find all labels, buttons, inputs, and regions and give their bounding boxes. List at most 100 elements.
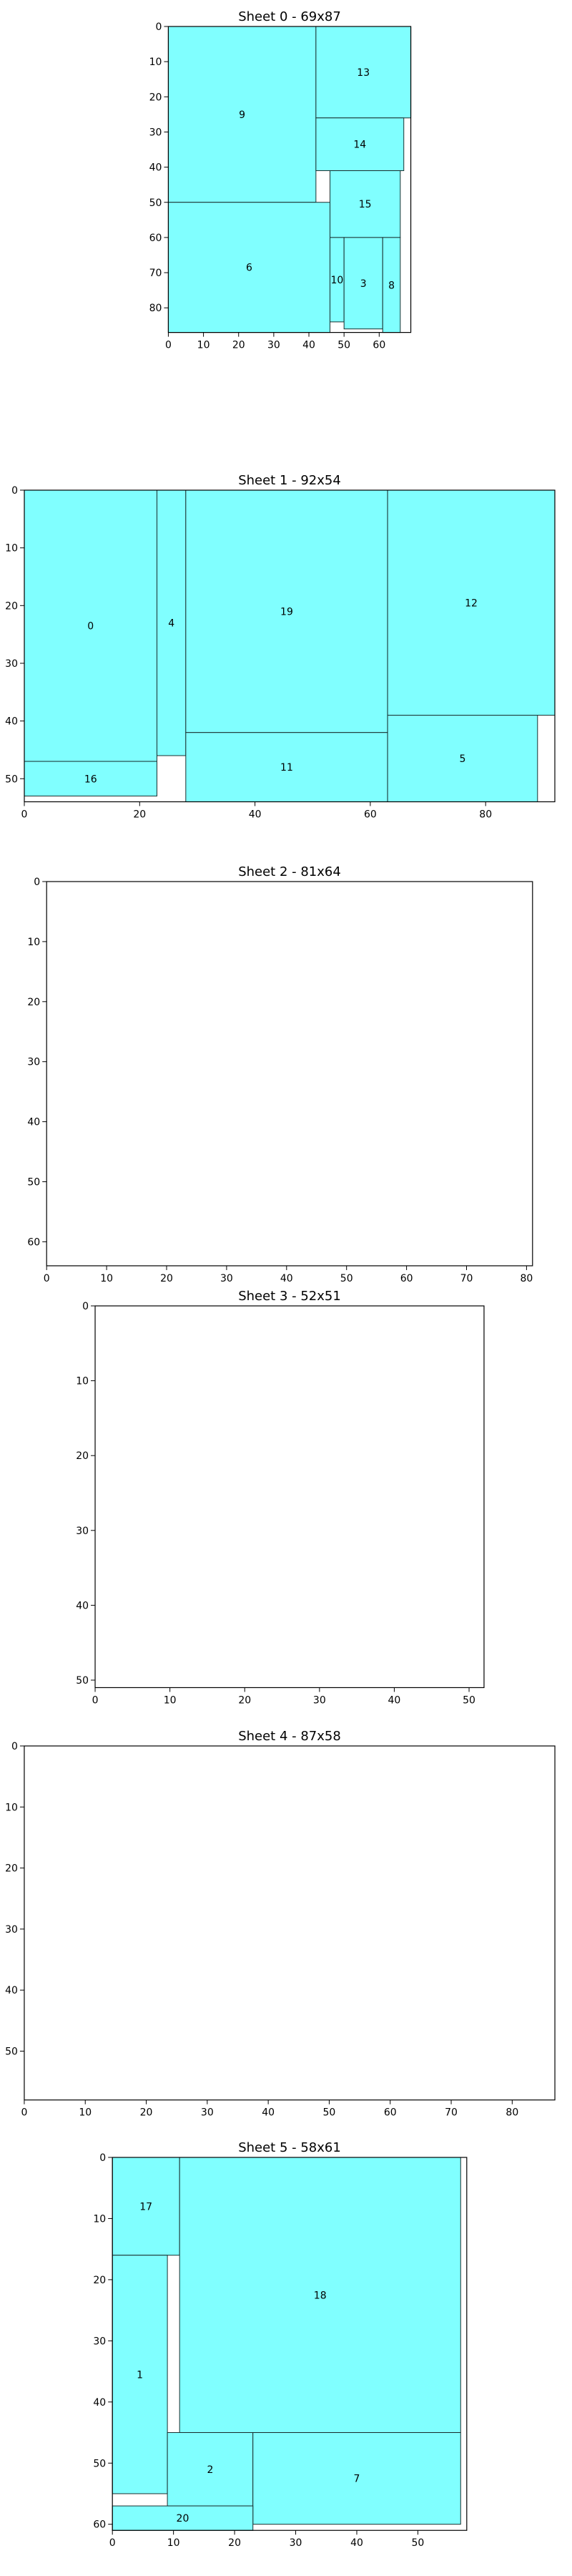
y-tick-label: 0 <box>11 1741 18 1752</box>
y-tick-label: 0 <box>11 485 18 497</box>
y-tick-label: 30 <box>27 1057 40 1068</box>
piece-label: 7 <box>354 2474 360 2485</box>
x-tick-label: 0 <box>21 2107 27 2119</box>
piece-4 <box>157 489 187 756</box>
piece-14 <box>315 117 405 172</box>
piece-19 <box>185 489 388 733</box>
x-tick-label: 50 <box>463 1694 475 1706</box>
sheet-frame <box>24 489 556 803</box>
sheet-2: Sheet 2 - 81x64 0 10 20 30 40 50 60 70 80 0 10 20 30 4… <box>27 864 533 1284</box>
x-tick-label: 50 <box>323 2107 336 2119</box>
piece-label: 9 <box>239 109 245 121</box>
y-tick-label: 50 <box>76 1675 89 1687</box>
sheet-title: Sheet 3 - 52x51 <box>238 1289 341 1304</box>
y-tick-label: 50 <box>93 2458 106 2469</box>
x-tick-label: 40 <box>280 1273 293 1284</box>
piece-label: 2 <box>207 2464 213 2476</box>
y-tick-label: 40 <box>76 1600 89 1611</box>
piece-label: 4 <box>168 618 174 629</box>
y-tick-label: 20 <box>5 1863 18 1875</box>
sheet-title: Sheet 0 - 69x87 <box>238 9 341 24</box>
x-tick-label: 60 <box>400 1273 413 1284</box>
y-tick-label: 30 <box>93 2336 106 2347</box>
piece-label: 19 <box>280 606 293 618</box>
y-tick-label: 60 <box>149 233 162 244</box>
x-tick-label: 60 <box>364 809 377 821</box>
x-tick-label: 70 <box>460 1273 473 1284</box>
piece-18 <box>179 2157 461 2434</box>
piece-9 <box>167 26 317 203</box>
y-tick-label: 40 <box>93 2397 106 2409</box>
y-tick-label: 50 <box>149 197 162 209</box>
piece-label: 6 <box>246 263 252 274</box>
y-tick-label: 20 <box>5 600 18 612</box>
piece-label: 8 <box>388 280 395 291</box>
x-tick-label: 20 <box>160 1273 173 1284</box>
y-tick-label: 10 <box>149 57 162 68</box>
piece-16 <box>24 761 158 796</box>
x-tick-label: 0 <box>109 2537 116 2549</box>
y-tick-label: 20 <box>93 2275 106 2286</box>
piece-17 <box>112 2157 180 2256</box>
piece-0 <box>24 489 158 762</box>
x-tick-label: 50 <box>340 1273 353 1284</box>
x-tick-label: 60 <box>373 340 385 351</box>
piece-label: 14 <box>353 140 366 151</box>
piece-6 <box>167 202 331 333</box>
y-tick-label: 20 <box>27 997 40 1008</box>
piece-label: 15 <box>359 199 372 210</box>
x-tick-label: 0 <box>92 1694 99 1706</box>
y-tick-label: 50 <box>27 1177 40 1189</box>
x-tick-label: 0 <box>44 1273 50 1284</box>
x-tick-label: 50 <box>337 340 350 351</box>
y-tick-label: 10 <box>5 1802 18 1813</box>
y-tick-label: 80 <box>149 303 162 314</box>
piece-5 <box>387 715 538 803</box>
piece-label: 17 <box>139 2201 152 2212</box>
x-tick-label: 10 <box>79 2107 92 2119</box>
y-tick-label: 70 <box>149 268 162 279</box>
x-tick-label: 30 <box>267 340 280 351</box>
x-tick-label: 40 <box>249 809 262 821</box>
x-tick-label: 70 <box>445 2107 458 2119</box>
piece-2 <box>167 2432 254 2507</box>
piece-label: 0 <box>87 621 94 633</box>
y-tick-label: 0 <box>34 877 40 888</box>
y-tick-label: 10 <box>93 2213 106 2225</box>
x-tick-label: 10 <box>100 1273 113 1284</box>
sheet-frame <box>24 1745 556 2101</box>
x-tick-label: 30 <box>313 1694 326 1706</box>
piece-8 <box>382 237 401 333</box>
y-tick-label: 0 <box>82 1301 89 1312</box>
piece-label: 5 <box>459 753 465 765</box>
y-tick-label: 50 <box>5 774 18 785</box>
sheet-4: Sheet 4 - 87x58 0 10 20 30 40 50 60 70 80 0 10 20 30 4… <box>5 1729 556 2119</box>
piece-3 <box>343 237 383 330</box>
x-tick-label: 40 <box>262 2107 275 2119</box>
y-tick-label: 20 <box>76 1450 89 1462</box>
x-tick-label: 20 <box>232 340 245 351</box>
piece-13 <box>315 26 412 119</box>
y-tick-label: 30 <box>5 1924 18 1936</box>
x-tick-label: 30 <box>220 1273 233 1284</box>
piece-label: 20 <box>177 2513 189 2524</box>
x-tick-label: 20 <box>238 1694 251 1706</box>
sheet-title: Sheet 1 - 92x54 <box>238 473 341 488</box>
sheet-title: Sheet 5 - 58x61 <box>238 2140 341 2155</box>
x-tick-label: 0 <box>21 809 28 821</box>
sheet-frame <box>167 26 412 333</box>
y-tick-label: 30 <box>5 658 18 670</box>
sheet-frame <box>46 881 533 1267</box>
piece-label: 16 <box>84 774 97 785</box>
piece-label: 3 <box>360 278 367 290</box>
piece-15 <box>330 170 401 238</box>
piece-label: 11 <box>280 762 293 774</box>
y-tick-label: 10 <box>5 543 18 555</box>
y-tick-label: 40 <box>27 1117 40 1128</box>
x-tick-label: 80 <box>479 809 492 821</box>
y-tick-label: 0 <box>156 21 162 33</box>
piece-11 <box>185 732 388 803</box>
piece-label: 1 <box>137 2369 143 2381</box>
piece-label: 10 <box>330 275 343 286</box>
